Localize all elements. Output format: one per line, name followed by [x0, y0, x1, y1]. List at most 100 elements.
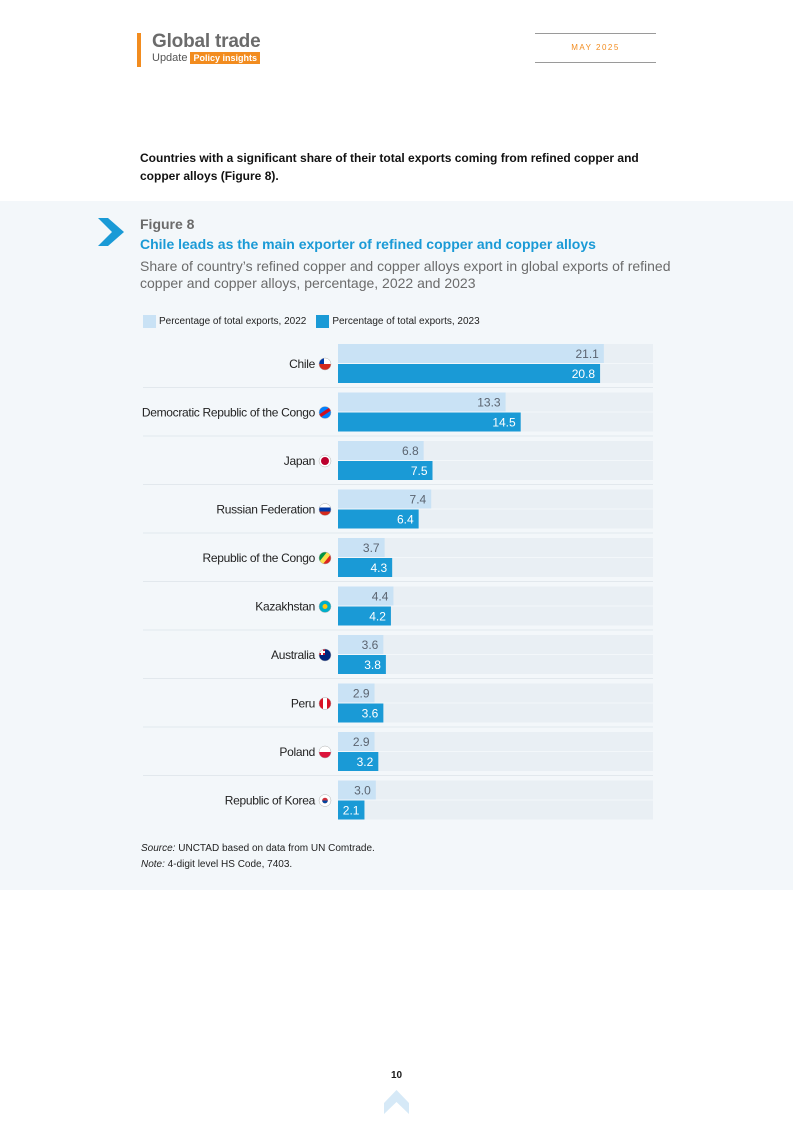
drc-flag-icon — [318, 406, 332, 419]
bar-2023 — [338, 655, 386, 674]
bar-2022 — [338, 392, 506, 412]
value-label-2023: 3.2 — [357, 755, 374, 769]
value-label-2023: 14.5 — [492, 416, 516, 430]
bar-track — [338, 606, 653, 626]
publication-date: MAY 2025 — [571, 43, 620, 52]
note-text: 4-digit level HS Code, 7403. — [164, 859, 293, 870]
bar-2022 — [338, 732, 375, 751]
value-label-2022: 13.3 — [477, 396, 501, 410]
chart-legend: Percentage of total exports, 2022 Percen… — [143, 315, 490, 328]
russia-flag-icon — [318, 503, 332, 516]
poland-flag-icon — [318, 745, 332, 759]
figure-subtitle: Share of country’s refined copper and co… — [140, 258, 671, 291]
legend-label-2022: Percentage of total exports, 2022 — [159, 316, 307, 327]
bar-2023 — [338, 752, 379, 771]
source-notes: Source: UNCTAD based on data from UN Com… — [141, 841, 375, 873]
peru-flag-icon — [318, 697, 332, 710]
value-label-2022: 21.1 — [576, 347, 600, 361]
value-label-2022: 2.9 — [353, 687, 370, 701]
bar-2023 — [338, 800, 365, 820]
bar-track — [338, 703, 653, 723]
category-label: Poland — [279, 745, 315, 759]
bar-2023 — [338, 412, 521, 432]
bar-track — [338, 655, 653, 674]
chevron-right-icon — [98, 218, 124, 246]
bar-2022 — [338, 441, 424, 460]
figure-title: Chile leads as the main exporter of refi… — [140, 236, 596, 252]
value-label-2022: 3.0 — [354, 784, 371, 798]
bar-track — [338, 538, 653, 557]
bar-2022 — [338, 344, 604, 363]
value-label-2022: 2.9 — [353, 735, 370, 749]
legend-item-2023: Percentage of total exports, 2023 — [316, 315, 480, 328]
value-label-2022: 7.4 — [410, 493, 427, 507]
value-label-2023: 3.6 — [362, 707, 379, 721]
publication-title: Global trade — [152, 31, 261, 52]
bar-2022 — [338, 489, 432, 509]
source-label: Source: — [141, 843, 176, 854]
category-label: Democratic Republic of the Congo — [142, 406, 316, 420]
bar-2022 — [338, 780, 376, 800]
value-label-2022: 3.6 — [362, 638, 379, 652]
japan-flag-icon — [318, 454, 332, 468]
bar-track — [338, 635, 653, 654]
bar-track — [338, 586, 653, 606]
intro-paragraph: Countries with a significant share of th… — [140, 151, 639, 183]
value-label-2022: 3.7 — [363, 541, 380, 555]
bar-2023 — [338, 364, 601, 383]
legend-swatch-2023 — [316, 315, 330, 328]
bar-track — [338, 683, 653, 703]
figure-label: Figure 8 — [140, 216, 195, 232]
policy-insights-badge: Policy insights — [190, 52, 260, 64]
publication-sub-label: Update — [152, 52, 188, 64]
value-label-2023: 6.4 — [397, 513, 414, 527]
category-label: Peru — [291, 697, 315, 711]
value-label-2023: 3.8 — [364, 658, 381, 672]
date-bottom-rule — [535, 62, 656, 63]
korea-flag-icon — [318, 794, 332, 807]
bar-track — [338, 732, 653, 751]
bar-track — [338, 558, 653, 577]
value-label-2023: 20.8 — [572, 367, 596, 381]
value-label-2022: 4.4 — [372, 590, 389, 604]
legend-swatch-2022 — [143, 315, 156, 328]
legend-item-2022: Percentage of total exports, 2022 — [143, 315, 306, 328]
category-label: Kazakhstan — [255, 600, 315, 614]
value-label-2023: 4.3 — [370, 561, 387, 575]
category-label: Russian Federation — [216, 503, 315, 517]
bar-track — [338, 780, 653, 800]
bar-2022 — [338, 586, 394, 606]
value-label-2023: 4.2 — [369, 610, 386, 624]
chile-flag-icon — [318, 357, 332, 371]
category-label: Republic of Korea — [225, 794, 316, 808]
header-accent-bar — [137, 33, 141, 67]
australia-flag-icon — [318, 648, 332, 662]
bar-2022 — [338, 635, 384, 654]
bar-2022 — [338, 683, 375, 703]
category-label: Chile — [289, 357, 315, 371]
source-line: Source: UNCTAD based on data from UN Com… — [141, 841, 375, 857]
value-label-2022: 6.8 — [402, 444, 419, 458]
bar-2023 — [338, 509, 419, 529]
bar-2023 — [338, 558, 393, 577]
source-text: UNCTAD based on data from UN Comtrade. — [175, 843, 375, 854]
publication-subtitle: Update Policy insights — [152, 52, 260, 64]
bar-2023 — [338, 606, 391, 626]
date-top-rule — [535, 33, 656, 34]
note-label: Note: — [141, 859, 165, 870]
note-line: Note: 4-digit level HS Code, 7403. — [141, 857, 375, 873]
bar-track — [338, 752, 653, 771]
page-number: 10 — [390, 1070, 403, 1081]
category-label: Australia — [271, 648, 316, 662]
category-label: Japan — [284, 454, 315, 468]
value-label-2023: 2.1 — [343, 804, 360, 818]
legend-label-2023: Percentage of total exports, 2023 — [332, 316, 480, 327]
bar-track — [338, 800, 653, 820]
bar-2022 — [338, 538, 385, 557]
kazakhstan-flag-icon — [318, 600, 332, 613]
value-label-2023: 7.5 — [411, 464, 428, 478]
back-to-top-icon[interactable] — [384, 1090, 409, 1114]
bar-2023 — [338, 703, 384, 723]
bar-2023 — [338, 461, 433, 480]
